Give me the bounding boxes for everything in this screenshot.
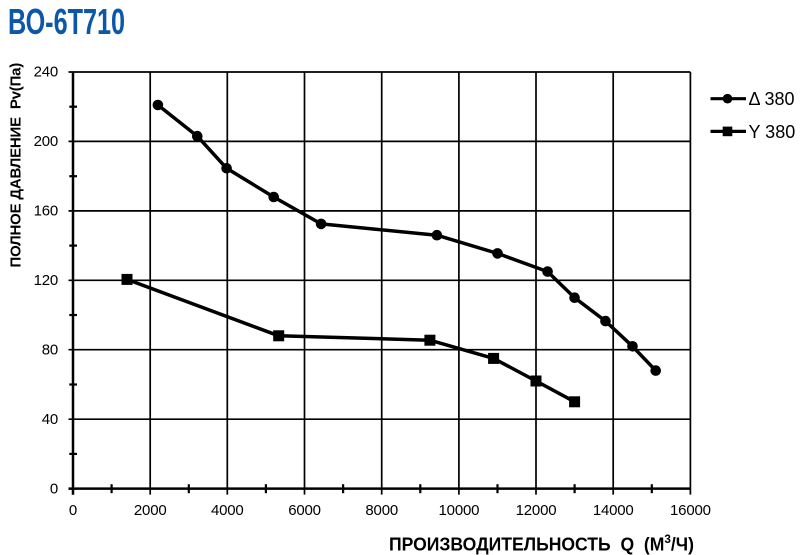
- svg-text:0: 0: [69, 502, 77, 519]
- svg-text:6000: 6000: [288, 502, 321, 519]
- svg-text:4000: 4000: [211, 502, 244, 519]
- svg-text:8000: 8000: [365, 502, 398, 519]
- svg-text:14000: 14000: [593, 502, 634, 519]
- svg-text:160: 160: [34, 203, 58, 220]
- svg-text:120: 120: [34, 272, 58, 289]
- svg-text:12000: 12000: [516, 502, 557, 519]
- svg-text:10000: 10000: [439, 502, 480, 519]
- svg-text:Y 380: Y 380: [749, 122, 796, 142]
- svg-text:240: 240: [34, 64, 58, 81]
- svg-text:Δ 380: Δ 380: [749, 89, 795, 109]
- svg-text:40: 40: [42, 411, 58, 428]
- svg-text:ПОЛНОЕ ДАВЛЕНИЕ Pv(Па): ПОЛНОЕ ДАВЛЕНИЕ Pv(Па): [8, 63, 25, 268]
- svg-text:16000: 16000: [670, 502, 711, 519]
- svg-text:200: 200: [34, 133, 58, 150]
- svg-text:0: 0: [50, 480, 58, 497]
- svg-text:2000: 2000: [134, 502, 167, 519]
- svg-text:80: 80: [42, 341, 58, 358]
- svg-text:ПРОИЗВОДИТЕЛЬНОСТЬ Q (М3/Ч): ПРОИЗВОДИТЕЛЬНОСТЬ Q (М3/Ч): [389, 532, 694, 554]
